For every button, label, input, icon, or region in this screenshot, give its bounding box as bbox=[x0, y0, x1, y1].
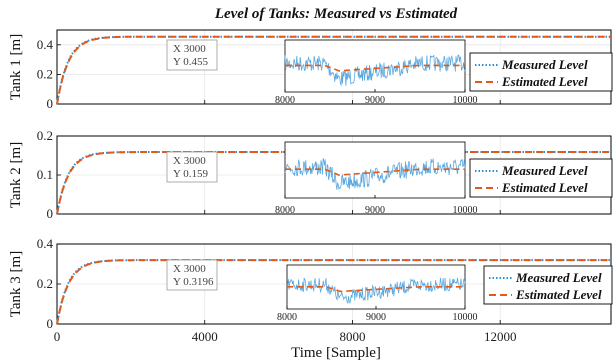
inset-measured-line bbox=[284, 158, 466, 191]
y-axis-label: Tank 1 [m] bbox=[8, 34, 24, 100]
legend-box bbox=[469, 52, 613, 92]
estimated-level-line bbox=[56, 259, 611, 325]
legend: Measured Level Estimated Level bbox=[469, 52, 613, 92]
inset-tick-label: 8000 bbox=[275, 95, 295, 106]
datatip-x: X 3000 bbox=[173, 155, 206, 167]
legend-measured-label: Measured Level bbox=[515, 270, 602, 285]
datatip-box bbox=[166, 39, 218, 71]
legend-measured-label: Measured Level bbox=[501, 163, 588, 178]
chart-title: Level of Tanks: Measured vs Estimated bbox=[214, 6, 458, 22]
measured-level-line bbox=[56, 35, 611, 105]
datatip-y: Y 0.3196 bbox=[173, 276, 214, 288]
legend-estimated-label: Estimated Level bbox=[501, 180, 588, 195]
y-axis-label: Tank 2 [m] bbox=[8, 142, 24, 208]
x-tick-label: 8000 bbox=[339, 329, 365, 344]
legend: Measured Level Estimated Level bbox=[483, 265, 613, 305]
datatip-box bbox=[166, 259, 218, 291]
inset-zoom: 8000 9000 10000 bbox=[277, 264, 478, 323]
x-tick-label: 4000 bbox=[192, 329, 218, 344]
y-tick-label: 0.2 bbox=[37, 276, 53, 291]
y-axis-label: Tank 3 [m] bbox=[8, 251, 24, 317]
y-tick-label: 0 bbox=[47, 316, 54, 331]
datatip-y: Y 0.455 bbox=[173, 56, 209, 68]
datatip-box bbox=[166, 151, 218, 183]
inset-zoom: 8000 9000 10000 bbox=[275, 39, 478, 106]
legend: Measured Level Estimated Level bbox=[469, 158, 613, 198]
inset-tick-label: 10000 bbox=[453, 312, 478, 323]
inset-zoom: 8000 9000 10000 bbox=[275, 141, 478, 216]
inset-estimated-line bbox=[285, 168, 465, 176]
inset-measured-line bbox=[284, 54, 466, 87]
x-tick-label: 0 bbox=[54, 329, 61, 344]
inset-tick-label: 9000 bbox=[366, 312, 386, 323]
inset-tick-label: 10000 bbox=[453, 95, 478, 106]
x-tick-label: 12000 bbox=[484, 329, 517, 344]
inset-tick-label: 8000 bbox=[275, 205, 295, 216]
inset-tick-label: 10000 bbox=[453, 205, 478, 216]
legend-measured-label: Measured Level bbox=[501, 57, 588, 72]
y-tick-label: 0.4 bbox=[37, 236, 54, 251]
legend-box bbox=[483, 265, 613, 305]
y-tick-label: 0.4 bbox=[37, 37, 54, 52]
y-tick-label: 0.1 bbox=[37, 167, 53, 182]
inset-measured-line bbox=[286, 277, 466, 304]
datatip-y: Y 0.159 bbox=[173, 168, 209, 180]
legend-estimated-label: Estimated Level bbox=[501, 74, 588, 89]
y-tick-label: 0.2 bbox=[37, 66, 53, 81]
estimated-level-line bbox=[56, 35, 611, 105]
inset-estimated-line bbox=[285, 64, 465, 72]
legend-box bbox=[469, 158, 613, 198]
inset-tick-label: 9000 bbox=[365, 205, 385, 216]
y-tick-label: 0 bbox=[47, 96, 54, 111]
legend-estimated-label: Estimated Level bbox=[515, 287, 602, 302]
x-axis-label: Time [Sample] bbox=[291, 345, 381, 361]
inset-tick-label: 8000 bbox=[277, 312, 297, 323]
datatip-x: X 3000 bbox=[173, 263, 206, 275]
inset-tick-label: 9000 bbox=[365, 95, 385, 106]
y-tick-label: 0 bbox=[47, 206, 54, 221]
datatip-x: X 3000 bbox=[173, 43, 206, 55]
y-tick-label: 0.2 bbox=[37, 128, 53, 143]
